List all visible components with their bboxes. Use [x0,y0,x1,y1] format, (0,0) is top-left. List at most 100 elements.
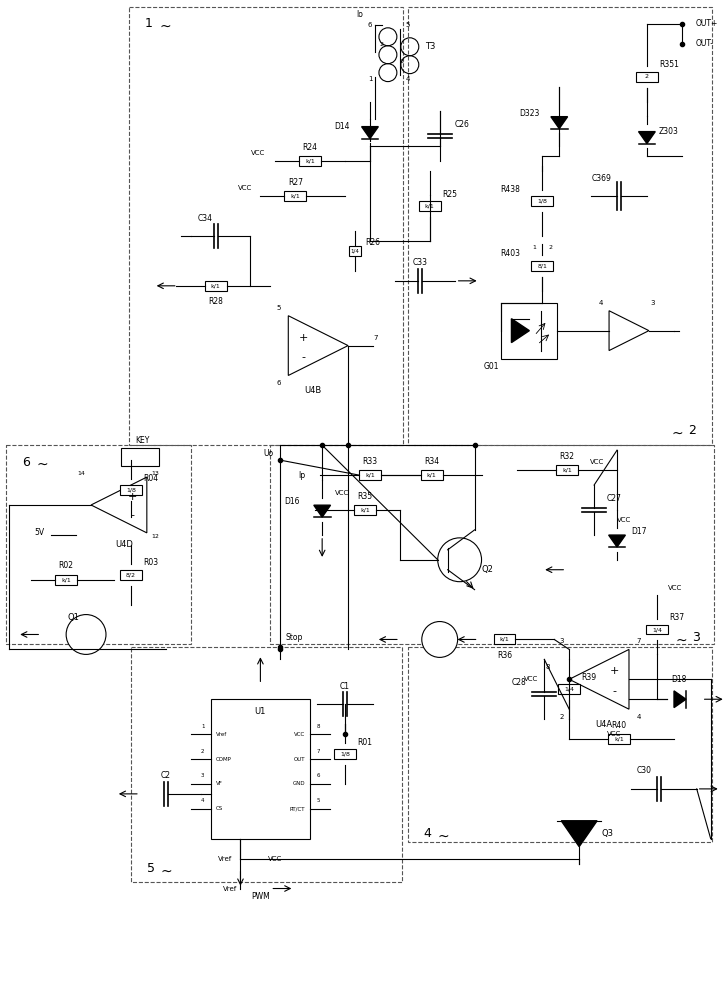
Text: +: + [609,666,619,676]
Text: 13: 13 [151,471,159,476]
Text: 3: 3 [692,631,700,644]
Text: C1: C1 [340,682,350,691]
Text: VCC: VCC [668,585,682,591]
Text: D16: D16 [285,497,300,506]
Polygon shape [551,117,568,129]
Text: R26: R26 [365,238,381,247]
Polygon shape [569,649,629,709]
Text: 5: 5 [405,22,410,28]
Text: VF: VF [215,781,223,786]
Text: C27: C27 [606,494,622,503]
Text: CS: CS [215,806,223,811]
Text: VCC: VCC [617,517,631,523]
Bar [646,625,668,634]
Bar [205,281,226,291]
Text: C26: C26 [454,120,469,129]
Text: k/1: k/1 [365,473,375,478]
Text: 1/8: 1/8 [340,752,350,757]
Text: U4B: U4B [304,386,322,395]
Text: 1: 1 [145,17,153,30]
Text: OUT: OUT [293,757,305,762]
Bar [285,191,306,201]
Text: 4: 4 [201,798,205,803]
Text: D18: D18 [671,675,687,684]
Text: 1: 1 [201,724,205,729]
Bar [531,261,553,271]
Text: R27: R27 [288,178,303,187]
Bar [270,445,713,644]
Bar [408,647,712,842]
Bar [359,470,381,480]
Text: R32: R32 [560,452,574,461]
Text: k/1: k/1 [360,507,370,512]
Text: G01: G01 [484,362,499,371]
Text: 6: 6 [276,380,280,386]
Text: k/1: k/1 [427,473,437,478]
Polygon shape [674,691,686,708]
Text: VCC: VCC [294,732,305,737]
Text: R04: R04 [143,474,159,483]
Text: ~: ~ [438,830,449,844]
Text: C28: C28 [512,678,527,687]
Text: Ip: Ip [298,471,306,480]
Bar [494,634,515,644]
Text: k/1: k/1 [305,159,315,164]
Text: +: + [298,333,308,343]
Text: R34: R34 [424,457,439,466]
Text: k/1: k/1 [290,194,300,199]
Bar [531,196,553,206]
Text: k/1: k/1 [614,737,624,742]
Text: 5: 5 [276,305,280,311]
Text: C34: C34 [198,214,213,223]
Text: Q3: Q3 [601,829,613,838]
Text: Vref: Vref [218,856,233,862]
Bar [408,7,712,445]
Bar [210,699,310,839]
Text: Vref: Vref [215,732,227,737]
Text: 7: 7 [317,749,320,754]
Text: R438: R438 [501,185,521,194]
Text: VCC: VCC [524,676,539,682]
Text: VCC: VCC [251,150,266,156]
Text: ~: ~ [672,426,684,440]
Bar [55,575,77,585]
Text: 1/4: 1/4 [351,248,360,253]
Text: ~: ~ [36,458,48,472]
Bar [556,465,578,475]
Text: R03: R03 [143,558,159,567]
Text: 1/4: 1/4 [564,687,574,692]
Text: k/1: k/1 [562,468,572,473]
Circle shape [66,615,106,654]
Text: Uo: Uo [264,449,274,458]
Text: R28: R28 [208,297,223,306]
Polygon shape [561,821,597,847]
Bar [636,72,658,82]
Text: VCC: VCC [590,459,604,465]
Bar [502,303,557,359]
Circle shape [438,538,481,582]
Text: U4D: U4D [115,540,132,549]
Text: C33: C33 [412,258,427,267]
Text: 1/8: 1/8 [126,488,136,493]
Text: k/1: k/1 [61,577,71,582]
Bar [334,749,356,759]
Text: 4: 4 [637,714,641,720]
Text: 2: 2 [645,74,649,79]
Polygon shape [638,132,655,144]
Text: 2: 2 [380,42,384,47]
Polygon shape [288,316,348,375]
Bar [558,684,580,694]
Text: VCC: VCC [268,856,282,862]
Text: OUT-: OUT- [696,39,713,48]
Text: 3: 3 [559,638,563,644]
Text: KEY: KEY [135,436,150,445]
Text: +: + [128,492,138,502]
Text: 6: 6 [317,773,320,778]
Text: R40: R40 [612,721,627,730]
Text: 4: 4 [599,300,604,306]
Text: 14: 14 [77,471,85,476]
Text: -: - [131,510,135,520]
Polygon shape [362,127,379,139]
Bar [608,734,630,744]
Text: 8: 8 [545,664,550,670]
